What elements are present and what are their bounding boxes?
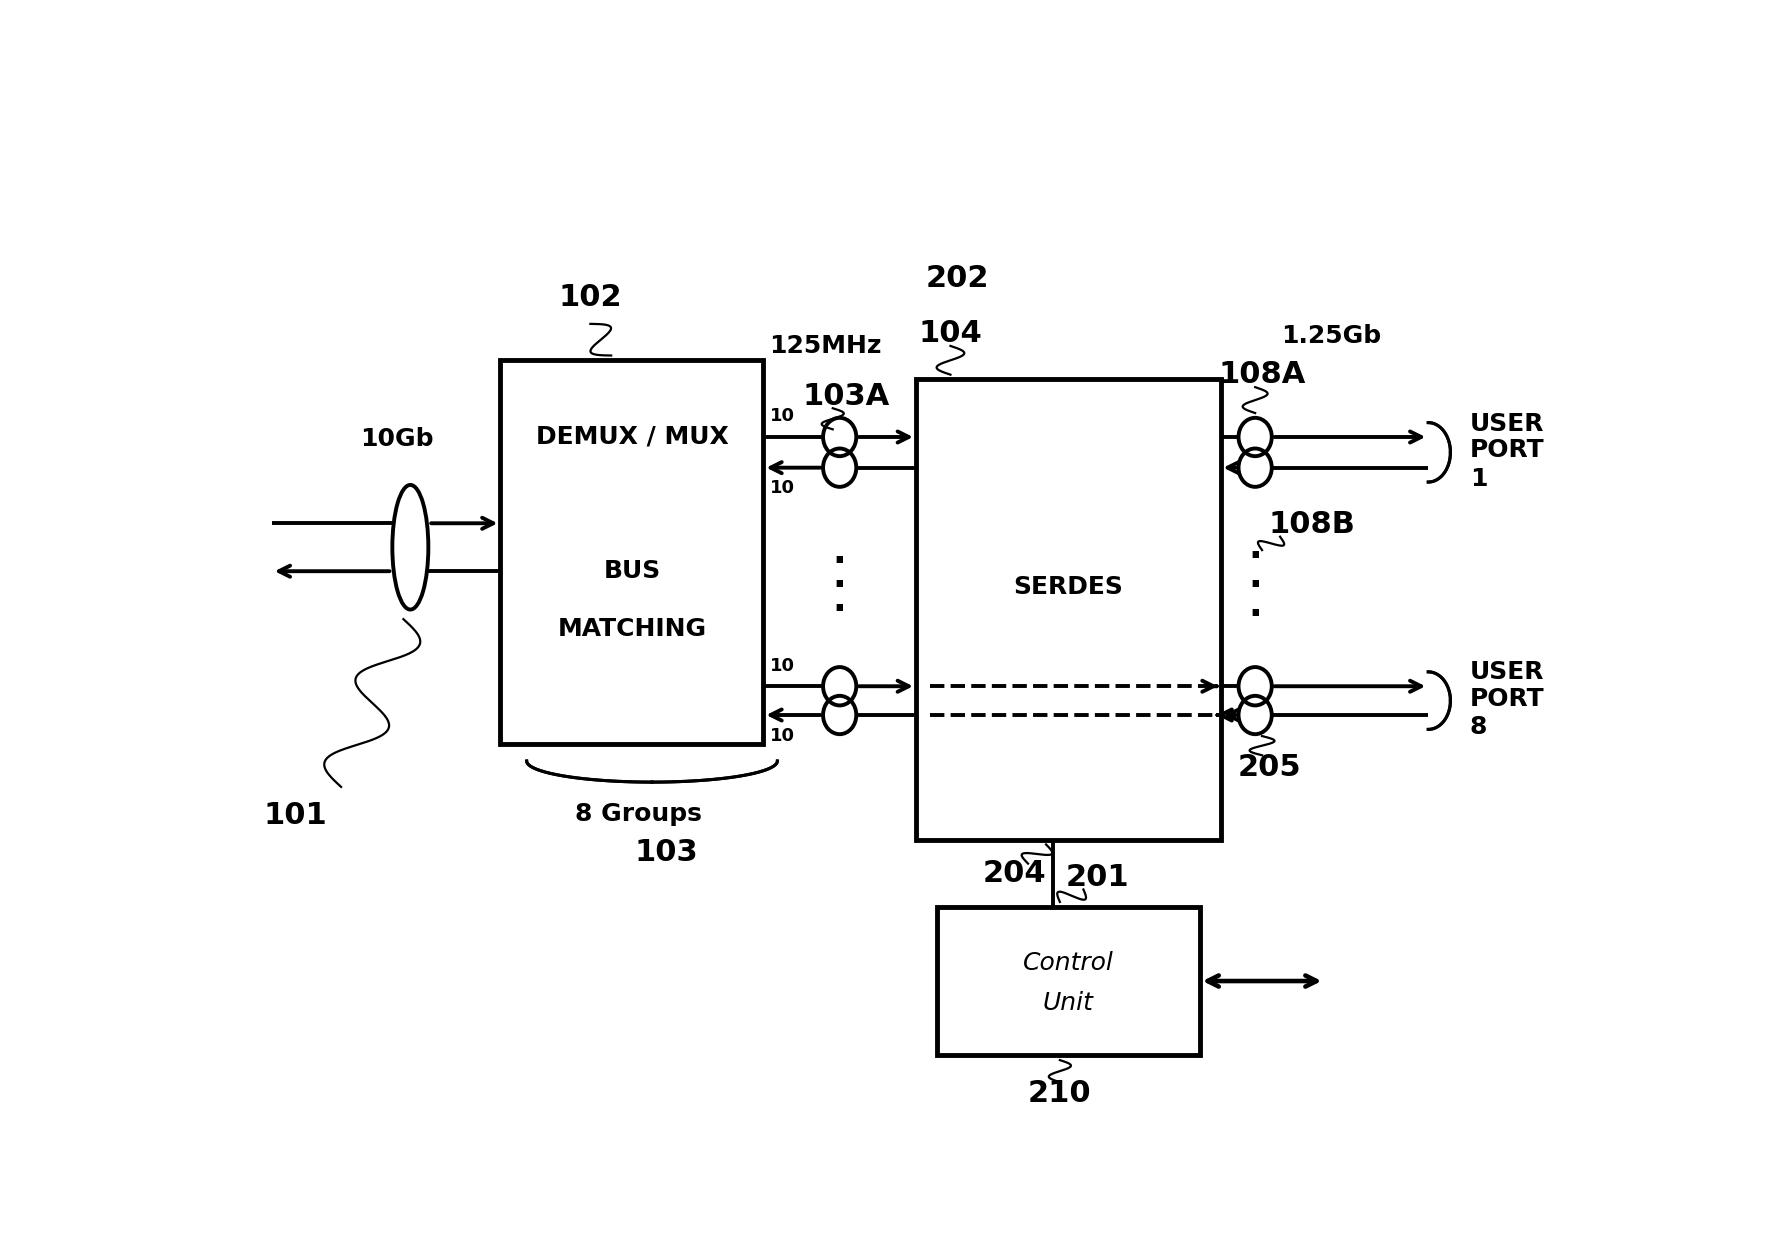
Text: DEMUX / MUX: DEMUX / MUX (536, 425, 729, 449)
Text: 8 Groups: 8 Groups (575, 802, 702, 825)
Text: 102: 102 (559, 284, 622, 312)
Text: .: . (833, 560, 847, 594)
Text: 1.25Gb: 1.25Gb (1281, 325, 1381, 349)
Text: MATCHING: MATCHING (558, 616, 706, 641)
Text: 201: 201 (1065, 864, 1129, 893)
Text: .: . (1249, 560, 1262, 594)
Text: USER: USER (1469, 660, 1544, 684)
Text: 104: 104 (919, 319, 983, 347)
Text: 108A: 108A (1219, 360, 1306, 390)
Text: 10: 10 (770, 727, 795, 745)
Text: 210: 210 (1028, 1079, 1092, 1108)
Bar (917, 380, 1221, 839)
Text: .: . (833, 584, 847, 618)
Text: 108B: 108B (1269, 509, 1356, 539)
Text: 202: 202 (926, 264, 990, 294)
Bar (500, 360, 763, 743)
Text: 8: 8 (1469, 716, 1487, 740)
Text: .: . (1249, 589, 1262, 622)
Text: 103A: 103A (802, 382, 890, 411)
Text: USER: USER (1469, 412, 1544, 436)
Text: 10: 10 (770, 407, 795, 426)
Text: PORT: PORT (1469, 438, 1544, 462)
Text: Control: Control (1022, 951, 1113, 975)
Text: .: . (833, 537, 847, 570)
Text: PORT: PORT (1469, 687, 1544, 711)
Text: 1: 1 (1469, 467, 1487, 492)
Text: SERDES: SERDES (1013, 574, 1122, 599)
Text: BUS: BUS (604, 559, 661, 583)
Text: 205: 205 (1237, 753, 1301, 782)
Text: 10Gb: 10Gb (359, 427, 432, 452)
Text: 103: 103 (634, 838, 697, 867)
Text: 101: 101 (263, 802, 327, 830)
Text: 125MHz: 125MHz (770, 334, 883, 357)
Text: .: . (1249, 532, 1262, 565)
Text: Unit: Unit (1044, 991, 1094, 1016)
Text: 10: 10 (770, 479, 795, 497)
Text: 204: 204 (983, 859, 1045, 888)
Bar (936, 906, 1199, 1056)
Text: 10: 10 (770, 657, 795, 675)
